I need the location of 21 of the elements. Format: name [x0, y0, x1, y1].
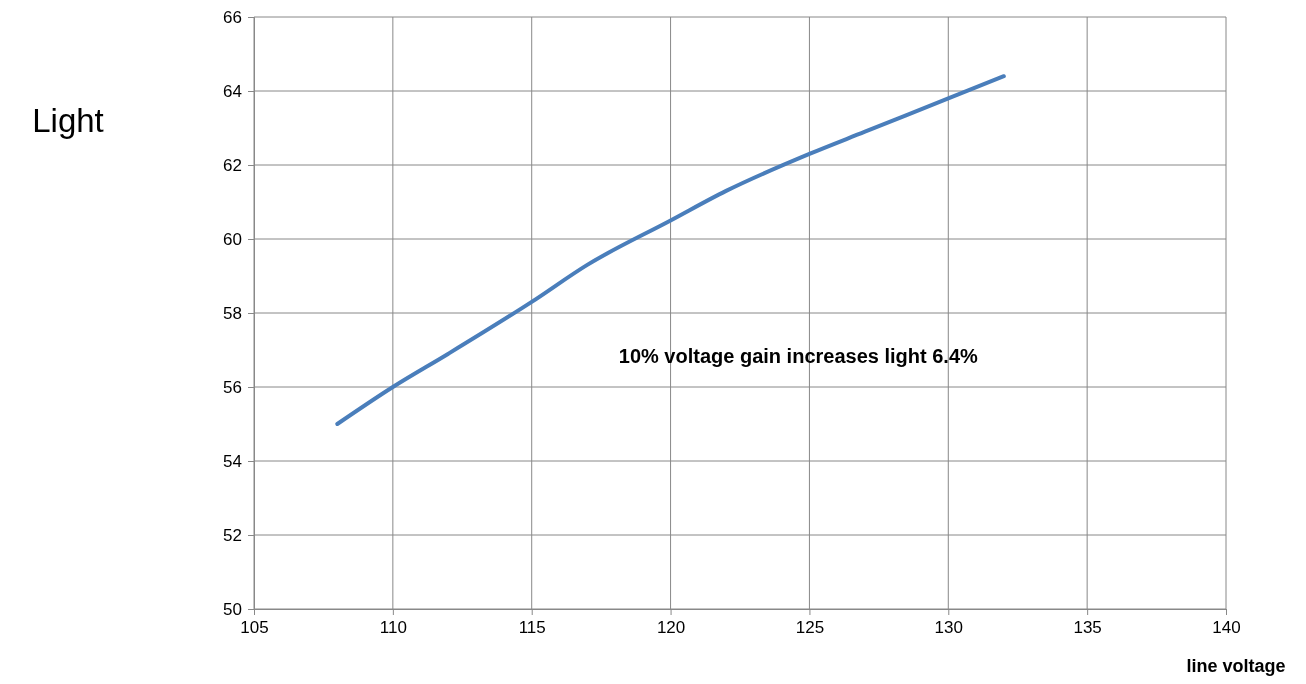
x-tick-label: 105: [240, 618, 269, 638]
annotation: 10% voltage gain increases light 6.4%: [618, 344, 979, 367]
x-tick-label: 115: [518, 618, 546, 638]
y-tick-label: 60: [223, 229, 242, 249]
x-tick-label: 120: [656, 618, 686, 638]
y-tick-label: 64: [223, 81, 242, 101]
x-tick-label: 130: [934, 618, 963, 638]
y-tick-label: 54: [223, 451, 242, 471]
x-tick-label: 140: [1212, 618, 1241, 638]
x-axis-title: line voltage: [1186, 656, 1286, 676]
x-tick-label: 110: [379, 618, 407, 638]
y-tick-label: 66: [223, 7, 242, 27]
y-tick-label: 52: [223, 525, 242, 545]
y-tick-label: 62: [223, 155, 242, 175]
y-tick-label: 50: [223, 599, 242, 619]
y-axis-title: Light: [32, 102, 104, 139]
y-tick-label: 58: [223, 303, 242, 323]
y-tick-label: 56: [223, 377, 242, 397]
x-tick-label: 135: [1073, 618, 1102, 638]
x-tick-label: 125: [795, 618, 825, 638]
line-series: [335, 74, 1006, 426]
